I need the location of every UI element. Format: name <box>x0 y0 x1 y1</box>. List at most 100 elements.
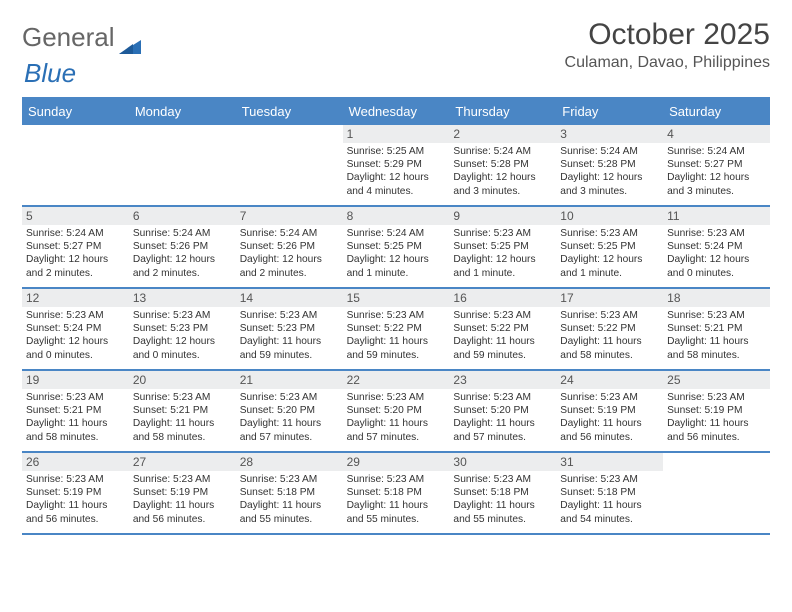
sunset-text: Sunset: 5:18 PM <box>240 486 339 499</box>
day-details: Sunrise: 5:23 AMSunset: 5:25 PMDaylight:… <box>556 225 663 283</box>
sunrise-text: Sunrise: 5:23 AM <box>453 227 552 240</box>
calendar-cell: 6Sunrise: 5:24 AMSunset: 5:26 PMDaylight… <box>129 207 236 289</box>
day-details: Sunrise: 5:23 AMSunset: 5:22 PMDaylight:… <box>449 307 556 365</box>
day-number: 9 <box>449 207 556 225</box>
sunrise-text: Sunrise: 5:23 AM <box>453 391 552 404</box>
day-number: 1 <box>343 125 450 143</box>
sunrise-text: Sunrise: 5:23 AM <box>133 473 232 486</box>
day-details: Sunrise: 5:23 AMSunset: 5:19 PMDaylight:… <box>663 389 770 447</box>
daylight-text: Daylight: 12 hours and 0 minutes. <box>133 335 232 361</box>
daylight-text: Daylight: 11 hours and 59 minutes. <box>347 335 446 361</box>
day-header: Wednesday <box>343 99 450 125</box>
day-number: 20 <box>129 371 236 389</box>
sunset-text: Sunset: 5:23 PM <box>240 322 339 335</box>
day-header: Tuesday <box>236 99 343 125</box>
day-number: 13 <box>129 289 236 307</box>
day-details: Sunrise: 5:23 AMSunset: 5:19 PMDaylight:… <box>556 389 663 447</box>
calendar-cell: 7Sunrise: 5:24 AMSunset: 5:26 PMDaylight… <box>236 207 343 289</box>
calendar-cell: 5Sunrise: 5:24 AMSunset: 5:27 PMDaylight… <box>22 207 129 289</box>
sunrise-text: Sunrise: 5:23 AM <box>240 309 339 322</box>
sunrise-text: Sunrise: 5:24 AM <box>560 145 659 158</box>
sunrise-text: Sunrise: 5:23 AM <box>560 309 659 322</box>
calendar-cell: 8Sunrise: 5:24 AMSunset: 5:25 PMDaylight… <box>343 207 450 289</box>
day-number: 2 <box>449 125 556 143</box>
sunset-text: Sunset: 5:20 PM <box>453 404 552 417</box>
day-header: Sunday <box>22 99 129 125</box>
day-number: 15 <box>343 289 450 307</box>
day-details: Sunrise: 5:23 AMSunset: 5:23 PMDaylight:… <box>129 307 236 365</box>
daylight-text: Daylight: 11 hours and 59 minutes. <box>240 335 339 361</box>
sunset-text: Sunset: 5:24 PM <box>667 240 766 253</box>
sunset-text: Sunset: 5:19 PM <box>26 486 125 499</box>
sunrise-text: Sunrise: 5:25 AM <box>347 145 446 158</box>
day-number: 25 <box>663 371 770 389</box>
sunset-text: Sunset: 5:21 PM <box>133 404 232 417</box>
calendar-grid: SundayMondayTuesdayWednesdayThursdayFrid… <box>22 97 770 535</box>
daylight-text: Daylight: 12 hours and 2 minutes. <box>133 253 232 279</box>
calendar-cell: 18Sunrise: 5:23 AMSunset: 5:21 PMDayligh… <box>663 289 770 371</box>
calendar-cell: 17Sunrise: 5:23 AMSunset: 5:22 PMDayligh… <box>556 289 663 371</box>
sunset-text: Sunset: 5:19 PM <box>133 486 232 499</box>
month-title: October 2025 <box>565 18 770 52</box>
sunrise-text: Sunrise: 5:23 AM <box>667 391 766 404</box>
sunrise-text: Sunrise: 5:23 AM <box>560 391 659 404</box>
calendar-cell-empty <box>22 125 129 207</box>
daylight-text: Daylight: 11 hours and 56 minutes. <box>26 499 125 525</box>
day-number: 31 <box>556 453 663 471</box>
calendar-cell: 19Sunrise: 5:23 AMSunset: 5:21 PMDayligh… <box>22 371 129 453</box>
sunset-text: Sunset: 5:24 PM <box>26 322 125 335</box>
sunset-text: Sunset: 5:26 PM <box>133 240 232 253</box>
title-block: October 2025 Culaman, Davao, Philippines <box>565 18 770 78</box>
day-details: Sunrise: 5:23 AMSunset: 5:19 PMDaylight:… <box>129 471 236 529</box>
daylight-text: Daylight: 11 hours and 55 minutes. <box>240 499 339 525</box>
sunset-text: Sunset: 5:29 PM <box>347 158 446 171</box>
daylight-text: Daylight: 11 hours and 54 minutes. <box>560 499 659 525</box>
calendar-cell: 23Sunrise: 5:23 AMSunset: 5:20 PMDayligh… <box>449 371 556 453</box>
day-details: Sunrise: 5:23 AMSunset: 5:19 PMDaylight:… <box>22 471 129 529</box>
day-number: 21 <box>236 371 343 389</box>
day-number: 16 <box>449 289 556 307</box>
day-number: 14 <box>236 289 343 307</box>
sunrise-text: Sunrise: 5:23 AM <box>133 309 232 322</box>
day-details: Sunrise: 5:23 AMSunset: 5:18 PMDaylight:… <box>343 471 450 529</box>
day-number: 18 <box>663 289 770 307</box>
sunrise-text: Sunrise: 5:23 AM <box>240 473 339 486</box>
daylight-text: Daylight: 12 hours and 1 minute. <box>347 253 446 279</box>
day-number: 23 <box>449 371 556 389</box>
daylight-text: Daylight: 12 hours and 3 minutes. <box>453 171 552 197</box>
day-number: 5 <box>22 207 129 225</box>
daylight-text: Daylight: 11 hours and 58 minutes. <box>667 335 766 361</box>
calendar-cell-empty <box>129 125 236 207</box>
calendar-cell: 25Sunrise: 5:23 AMSunset: 5:19 PMDayligh… <box>663 371 770 453</box>
sunset-text: Sunset: 5:22 PM <box>453 322 552 335</box>
brand-part1: General <box>22 22 115 53</box>
sunset-text: Sunset: 5:20 PM <box>240 404 339 417</box>
day-details: Sunrise: 5:23 AMSunset: 5:18 PMDaylight:… <box>236 471 343 529</box>
day-details: Sunrise: 5:24 AMSunset: 5:26 PMDaylight:… <box>129 225 236 283</box>
sunrise-text: Sunrise: 5:23 AM <box>133 391 232 404</box>
day-number: 26 <box>22 453 129 471</box>
calendar-page: General October 2025 Culaman, Davao, Phi… <box>0 0 792 545</box>
daylight-text: Daylight: 12 hours and 4 minutes. <box>347 171 446 197</box>
day-number: 28 <box>236 453 343 471</box>
day-number: 22 <box>343 371 450 389</box>
sunrise-text: Sunrise: 5:23 AM <box>347 391 446 404</box>
calendar-cell: 15Sunrise: 5:23 AMSunset: 5:22 PMDayligh… <box>343 289 450 371</box>
calendar-cell: 24Sunrise: 5:23 AMSunset: 5:19 PMDayligh… <box>556 371 663 453</box>
calendar-cell-empty <box>236 125 343 207</box>
sunrise-text: Sunrise: 5:23 AM <box>26 391 125 404</box>
day-number: 11 <box>663 207 770 225</box>
sunrise-text: Sunrise: 5:24 AM <box>133 227 232 240</box>
day-number: 29 <box>343 453 450 471</box>
sunset-text: Sunset: 5:25 PM <box>560 240 659 253</box>
day-number: 30 <box>449 453 556 471</box>
calendar-cell: 26Sunrise: 5:23 AMSunset: 5:19 PMDayligh… <box>22 453 129 535</box>
daylight-text: Daylight: 11 hours and 59 minutes. <box>453 335 552 361</box>
daylight-text: Daylight: 11 hours and 58 minutes. <box>560 335 659 361</box>
daylight-text: Daylight: 11 hours and 56 minutes. <box>560 417 659 443</box>
day-header: Monday <box>129 99 236 125</box>
day-details: Sunrise: 5:23 AMSunset: 5:21 PMDaylight:… <box>663 307 770 365</box>
daylight-text: Daylight: 11 hours and 57 minutes. <box>240 417 339 443</box>
day-details: Sunrise: 5:24 AMSunset: 5:28 PMDaylight:… <box>556 143 663 201</box>
day-details: Sunrise: 5:23 AMSunset: 5:22 PMDaylight:… <box>556 307 663 365</box>
